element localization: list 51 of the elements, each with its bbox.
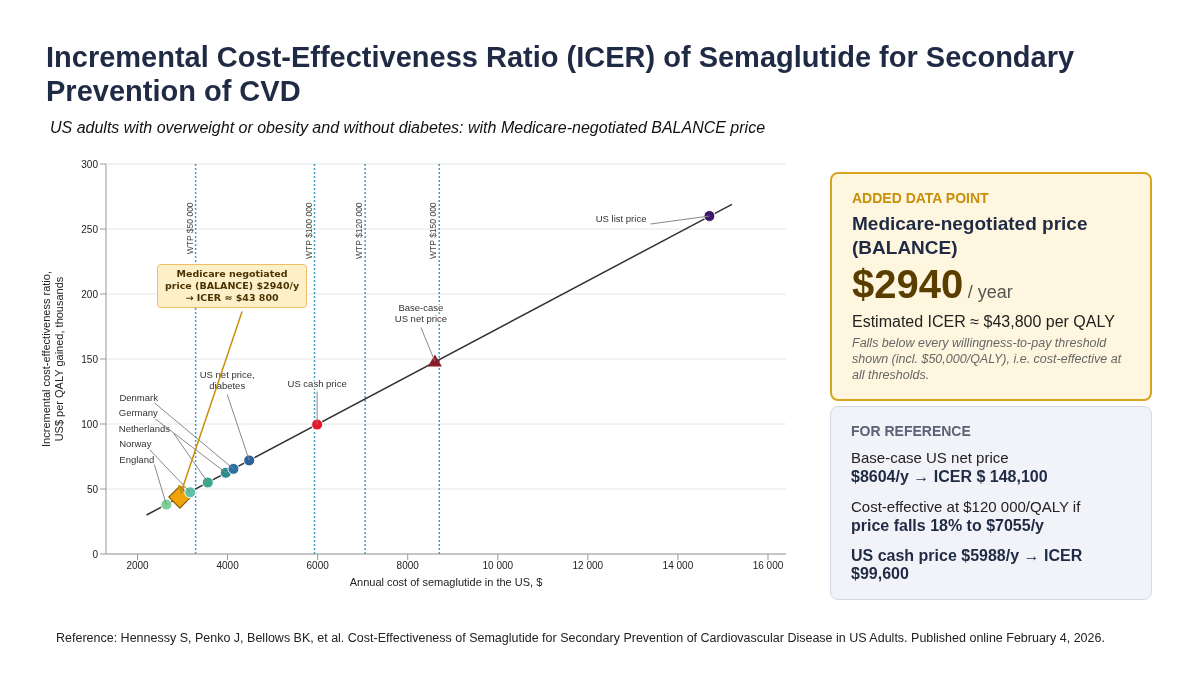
text: Cost-effective at $120 000/QALY if (851, 498, 1082, 515)
text: Base-case US net price (394, 302, 448, 325)
x-tick-label: 14 000 (662, 560, 694, 572)
y-tick-label: 50 (86, 483, 99, 495)
x-axis-title: Annual cost of semaglutide in the US, $ (349, 576, 543, 588)
y-tick-label: 0 (92, 548, 99, 560)
y-tick-label: 250 (81, 223, 99, 235)
text: FOR REFERENCE (851, 423, 972, 439)
ref-line-label: WTP $150 000 (428, 202, 439, 259)
point (227, 462, 240, 475)
x-tick-label: 16 000 (752, 560, 784, 572)
chart-title: Incremental Cost-Effectiveness Ratio (ICER) of Semaglutide for Secondary Prevention of CVD (46, 40, 1076, 108)
text: ADDED DATA POINT (852, 190, 990, 206)
annotation: Medicare negotiated price (BALANCE) $2940/y → ICER ≈ $43 800 (157, 263, 308, 308)
text: $8604/y → ICER $ 148,100 (851, 468, 1049, 486)
text: Medicare-negotiated price (BALANCE) (852, 212, 1089, 260)
x-tick-label: 8000 (396, 560, 420, 572)
chart-subtitle: US adults with overweight or obesity and without diabetes: with Medicare-negotiated BALANCE price (50, 119, 766, 137)
y-tick-label: 100 (81, 418, 99, 430)
text: Norway (119, 438, 152, 450)
text: / year (967, 282, 1013, 302)
x-tick-label: 6000 (306, 560, 330, 572)
ref-line-label: WTP $100 000 (303, 202, 314, 259)
y-tick-label: 150 (81, 353, 99, 365)
text: Estimated ICER ≈ $43,800 per QALY (852, 313, 1116, 331)
text: Reference: Hennessy S, Penko J, Bellows BK, et al. Cost-Effectiveness of Semaglutide for Secondary Prevention of Cardiovascular Disease in US Adults. Published online February 4, 2026. (56, 630, 1106, 646)
text: US list price (595, 213, 647, 224)
text: Germany (118, 406, 159, 418)
text: price falls 18% to $7055/y (851, 517, 1045, 535)
point (201, 476, 214, 489)
x-tick-label: 12 000 (572, 560, 604, 572)
text: Falls below every willingness-to-pay threshold shown (incl. $50,000/QALY), i.e. cost-effective at all thresholds. (852, 335, 1123, 383)
point (160, 498, 173, 511)
x-tick-label: 4000 (216, 560, 240, 572)
y-tick-label: 200 (81, 288, 99, 300)
ref-line-label: WTP $120 000 (354, 202, 365, 259)
text: Base-case US net price (851, 449, 1010, 466)
point (184, 486, 197, 499)
text: US cash price (287, 377, 347, 389)
text: England (119, 453, 155, 465)
ref-line-label: WTP $50 000 (184, 202, 195, 255)
point (703, 210, 716, 222)
text: $2940 (852, 262, 964, 306)
x-tick-label: 2000 (126, 560, 150, 572)
text: US cash price $5988/y → ICER $99,600 (851, 547, 1084, 583)
text: Denmark (119, 391, 159, 403)
y-axis-title: Incremental cost-effectiveness ratio, US$ per QALY gained, thousands (40, 271, 65, 447)
text: Netherlands (118, 422, 171, 434)
point (243, 454, 256, 467)
x-tick-label: 10 000 (482, 560, 514, 572)
y-tick-label: 300 (81, 158, 99, 170)
